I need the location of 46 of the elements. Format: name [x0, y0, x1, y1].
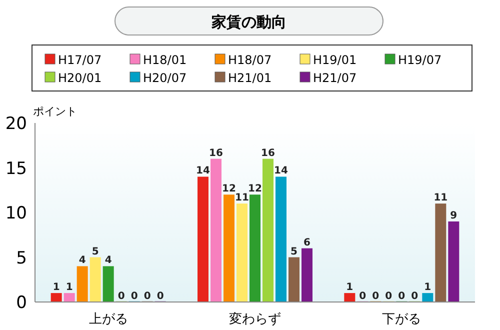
data-label: 0 [398, 291, 406, 302]
data-label: 11 [235, 192, 249, 204]
y-tick-label: 0 [16, 293, 27, 313]
legend-label: H20/01 [58, 71, 102, 85]
data-label: 1 [424, 282, 432, 294]
data-label: 4 [104, 255, 112, 266]
legend-label: H20/07 [143, 71, 187, 85]
y-tick-label: 5 [16, 248, 27, 268]
data-label: 11 [434, 192, 448, 204]
data-label: 0 [372, 291, 380, 302]
data-label: 0 [385, 291, 392, 302]
x-tick-label: 下がる [382, 312, 422, 327]
legend-label: H18/07 [228, 53, 272, 67]
data-label: 0 [144, 291, 151, 302]
data-label: 1 [346, 282, 354, 294]
data-label: 12 [222, 184, 236, 195]
data-label: 0 [156, 291, 164, 302]
y-tick-label: 15 [5, 158, 27, 179]
data-label: 1 [52, 282, 60, 294]
data-label: 0 [118, 291, 125, 302]
data-label: 0 [130, 291, 138, 302]
chart-title: 家賃の動向 [210, 13, 286, 31]
data-label: 6 [304, 237, 311, 248]
legend-label: H18/01 [143, 53, 187, 67]
x-tick-label: 変わらず [229, 311, 281, 327]
legend-label: H19/01 [313, 53, 357, 67]
legend-label: H21/01 [228, 71, 272, 85]
y-tick-label: 10 [5, 204, 27, 224]
data-label: 5 [92, 246, 99, 258]
x-tick-label: 上がる [88, 312, 128, 327]
data-label: 14 [196, 166, 210, 177]
legend-label: H19/07 [398, 53, 442, 67]
legend-label: H17/07 [58, 53, 102, 67]
data-label: 16 [261, 148, 275, 159]
data-label: 0 [411, 291, 418, 302]
data-label: 16 [209, 148, 223, 159]
data-label: 5 [290, 246, 298, 258]
y-axis-title: ポイント [33, 105, 77, 118]
data-label: 9 [450, 210, 458, 222]
data-label: 0 [359, 291, 366, 302]
legend-label: H21/07 [313, 71, 357, 85]
y-tick-label: 20 [5, 114, 27, 134]
data-label: 12 [248, 184, 262, 195]
data-label: 4 [78, 255, 86, 266]
data-label: 14 [274, 166, 288, 177]
data-label: 1 [66, 282, 73, 294]
